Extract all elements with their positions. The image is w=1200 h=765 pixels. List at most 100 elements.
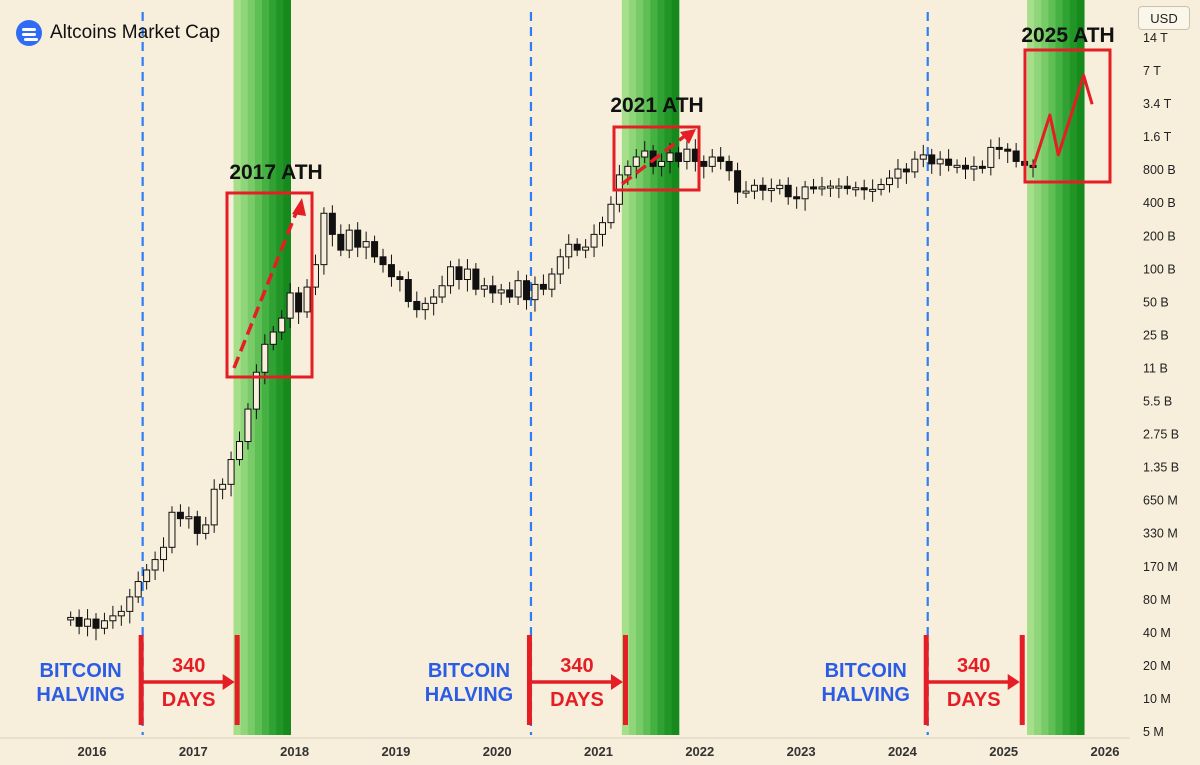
candle-body <box>987 146 995 168</box>
y-tick-label: 7 T <box>1143 64 1161 78</box>
candle <box>1004 143 1012 164</box>
candle-body <box>801 186 809 200</box>
candle-body <box>700 160 708 167</box>
candle-body <box>531 283 539 301</box>
candle <box>894 159 902 189</box>
candle-body <box>548 273 556 290</box>
candle <box>100 612 108 635</box>
candle-body <box>725 160 733 172</box>
y-tick-label: 5 M <box>1143 725 1164 739</box>
ath-label: 2025 ATH <box>1021 24 1114 47</box>
candle-body <box>261 343 269 373</box>
candle-body <box>219 483 227 490</box>
candle-body <box>84 618 92 627</box>
green-band-stripe <box>1027 0 1035 735</box>
y-tick-label: 170 M <box>1143 560 1178 574</box>
candle <box>75 609 83 635</box>
candle-body <box>624 165 632 176</box>
days-number: 340 <box>560 655 593 677</box>
candle <box>860 179 868 200</box>
y-tick-label: 200 B <box>1143 229 1176 243</box>
candle-body <box>67 616 75 621</box>
candle-body <box>658 160 666 167</box>
candle-body <box>717 156 725 162</box>
x-tick-label: 2023 <box>787 744 816 759</box>
green-band-stripe <box>1076 0 1085 735</box>
candle <box>168 506 176 554</box>
candle <box>632 148 640 179</box>
candle <box>134 571 142 603</box>
halving-label-line1: BITCOIN <box>428 660 510 682</box>
candle <box>945 149 953 172</box>
days-word: DAYS <box>947 689 1001 711</box>
ath-label: 2021 ATH <box>610 94 703 117</box>
ath-2017-arrow <box>232 207 300 369</box>
candle-body <box>168 511 176 548</box>
candle <box>683 141 691 170</box>
candle-body <box>497 289 505 294</box>
candle <box>759 177 767 201</box>
candle-body <box>835 185 843 189</box>
candle <box>852 181 860 197</box>
candle-body <box>328 212 336 235</box>
candle-body <box>1012 150 1020 162</box>
candle <box>219 478 227 500</box>
candle-body <box>826 185 834 189</box>
candle-body <box>936 158 944 165</box>
ath-2025-projection <box>1031 73 1094 168</box>
chart-header: Altcoins Market Cap <box>16 20 220 46</box>
green-band-stripe <box>1034 0 1042 735</box>
candle-body <box>202 524 210 534</box>
green-band-stripe <box>276 0 284 735</box>
candle-body <box>767 188 775 192</box>
candle-body <box>286 292 294 319</box>
candle <box>607 196 615 229</box>
y-tick-label: 2.75 B <box>1143 428 1179 442</box>
candle-body <box>573 243 581 251</box>
candle <box>92 613 100 641</box>
candle-body <box>109 615 117 622</box>
ath-2021-arrow <box>620 133 688 186</box>
candle <box>117 605 125 626</box>
candle-body <box>354 229 362 248</box>
candle-body <box>252 371 260 410</box>
candle-body <box>607 203 615 224</box>
days-bar-end <box>234 635 240 725</box>
candle-body <box>978 165 986 169</box>
candle <box>413 291 421 318</box>
ath-2017-arrowhead <box>292 198 306 216</box>
candle <box>109 605 117 629</box>
candle <box>928 148 936 174</box>
candle <box>793 186 801 209</box>
candle-body <box>590 233 598 248</box>
candle-body <box>345 229 353 251</box>
candle <box>734 162 742 205</box>
days-bar-start <box>138 635 144 725</box>
days-bar-end <box>622 635 628 725</box>
currency-button[interactable]: USD <box>1138 6 1190 30</box>
candle-body <box>480 285 488 290</box>
candle-body <box>843 185 851 190</box>
candle <box>160 537 168 572</box>
days-number: 340 <box>957 655 990 677</box>
candle-body <box>995 146 1003 150</box>
y-tick-label: 1.35 B <box>1143 461 1179 475</box>
candle <box>767 178 775 203</box>
days-arrowhead <box>1007 674 1020 690</box>
candle <box>303 279 311 318</box>
candle <box>784 177 792 205</box>
candle-body <box>100 620 108 629</box>
candle-body <box>556 256 564 275</box>
candle <box>565 234 573 269</box>
candle <box>328 205 336 247</box>
y-tick-label: 400 B <box>1143 196 1176 210</box>
ath-label: 2017 ATH <box>229 161 322 184</box>
candle-body <box>379 256 387 266</box>
candle <box>143 564 151 590</box>
y-tick-label: 14 T <box>1143 31 1168 45</box>
days-word: DAYS <box>162 689 216 711</box>
candle-body <box>185 516 193 520</box>
candle-body <box>911 158 919 173</box>
candle <box>801 180 809 211</box>
